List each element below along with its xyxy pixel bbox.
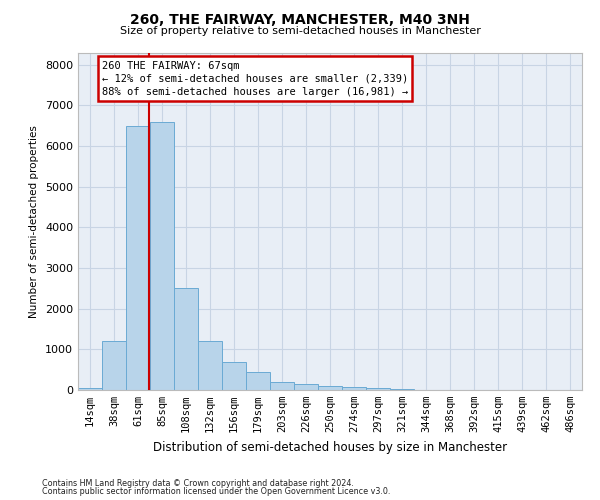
X-axis label: Distribution of semi-detached houses by size in Manchester: Distribution of semi-detached houses by … [153,440,507,454]
Text: 260 THE FAIRWAY: 67sqm
← 12% of semi-detached houses are smaller (2,339)
88% of : 260 THE FAIRWAY: 67sqm ← 12% of semi-det… [102,60,408,97]
Text: Contains HM Land Registry data © Crown copyright and database right 2024.: Contains HM Land Registry data © Crown c… [42,478,354,488]
Bar [198,341,222,390]
Bar [270,382,294,390]
Bar [174,288,198,390]
Bar [342,386,366,390]
Text: Contains public sector information licensed under the Open Government Licence v3: Contains public sector information licen… [42,487,391,496]
Text: Size of property relative to semi-detached houses in Manchester: Size of property relative to semi-detach… [119,26,481,36]
Bar [126,126,150,390]
Bar [222,362,246,390]
Y-axis label: Number of semi-detached properties: Number of semi-detached properties [29,125,40,318]
Bar [318,386,342,390]
Bar [390,389,414,390]
Bar [294,384,318,390]
Text: 260, THE FAIRWAY, MANCHESTER, M40 3NH: 260, THE FAIRWAY, MANCHESTER, M40 3NH [130,12,470,26]
Bar [78,388,102,390]
Bar [366,388,390,390]
Bar [102,341,126,390]
Bar [150,122,174,390]
Bar [246,372,270,390]
